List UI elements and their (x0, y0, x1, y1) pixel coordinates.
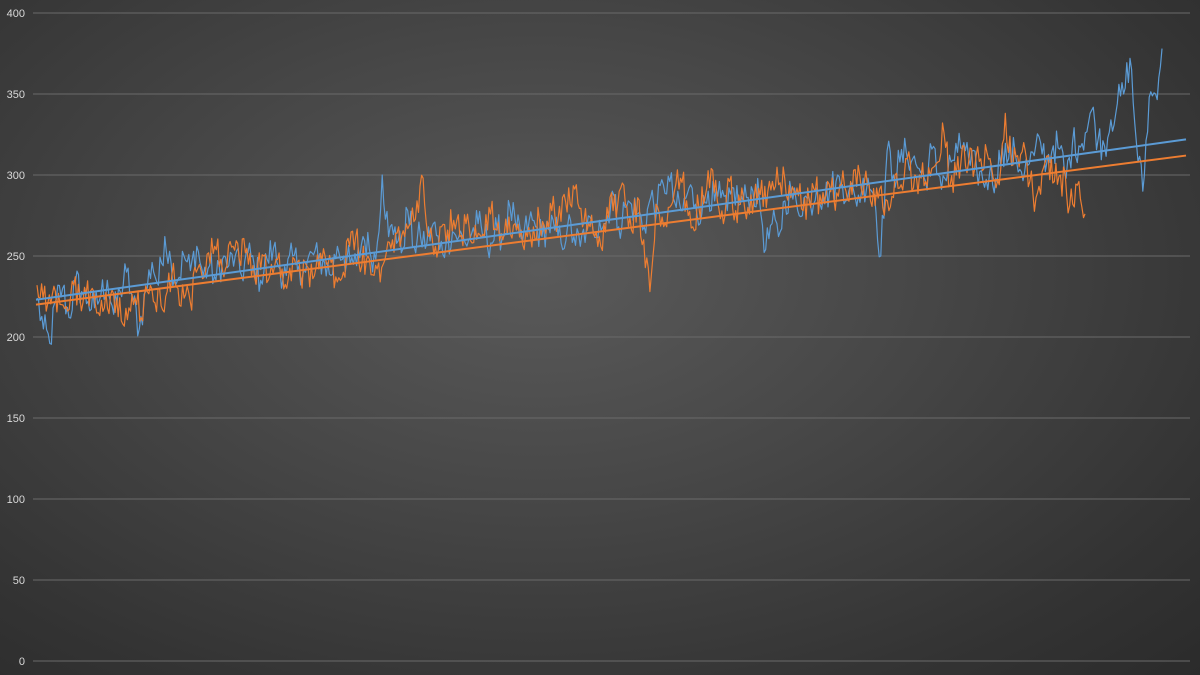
series-blue-line (36, 48, 1163, 345)
y-tick-label: 350 (7, 89, 25, 101)
y-axis-tick-labels: 0 50 100 150 200 250 300 350 400 (7, 8, 25, 668)
y-tick-label: 0 (19, 656, 25, 668)
y-tick-label: 250 (7, 251, 25, 263)
data-series (36, 48, 1163, 345)
y-tick-label: 100 (7, 494, 25, 506)
trendline-blue (35, 138, 1187, 301)
y-tick-label: 50 (13, 575, 25, 587)
y-tick-label: 150 (7, 413, 25, 425)
y-tick-label: 200 (7, 332, 25, 344)
y-tick-label: 300 (7, 170, 25, 182)
gridlines (33, 12, 1190, 662)
trend-lines (35, 138, 1187, 306)
series-orange-line (36, 112, 1086, 327)
trendline-orange (35, 154, 1187, 306)
y-tick-label: 400 (7, 8, 25, 20)
